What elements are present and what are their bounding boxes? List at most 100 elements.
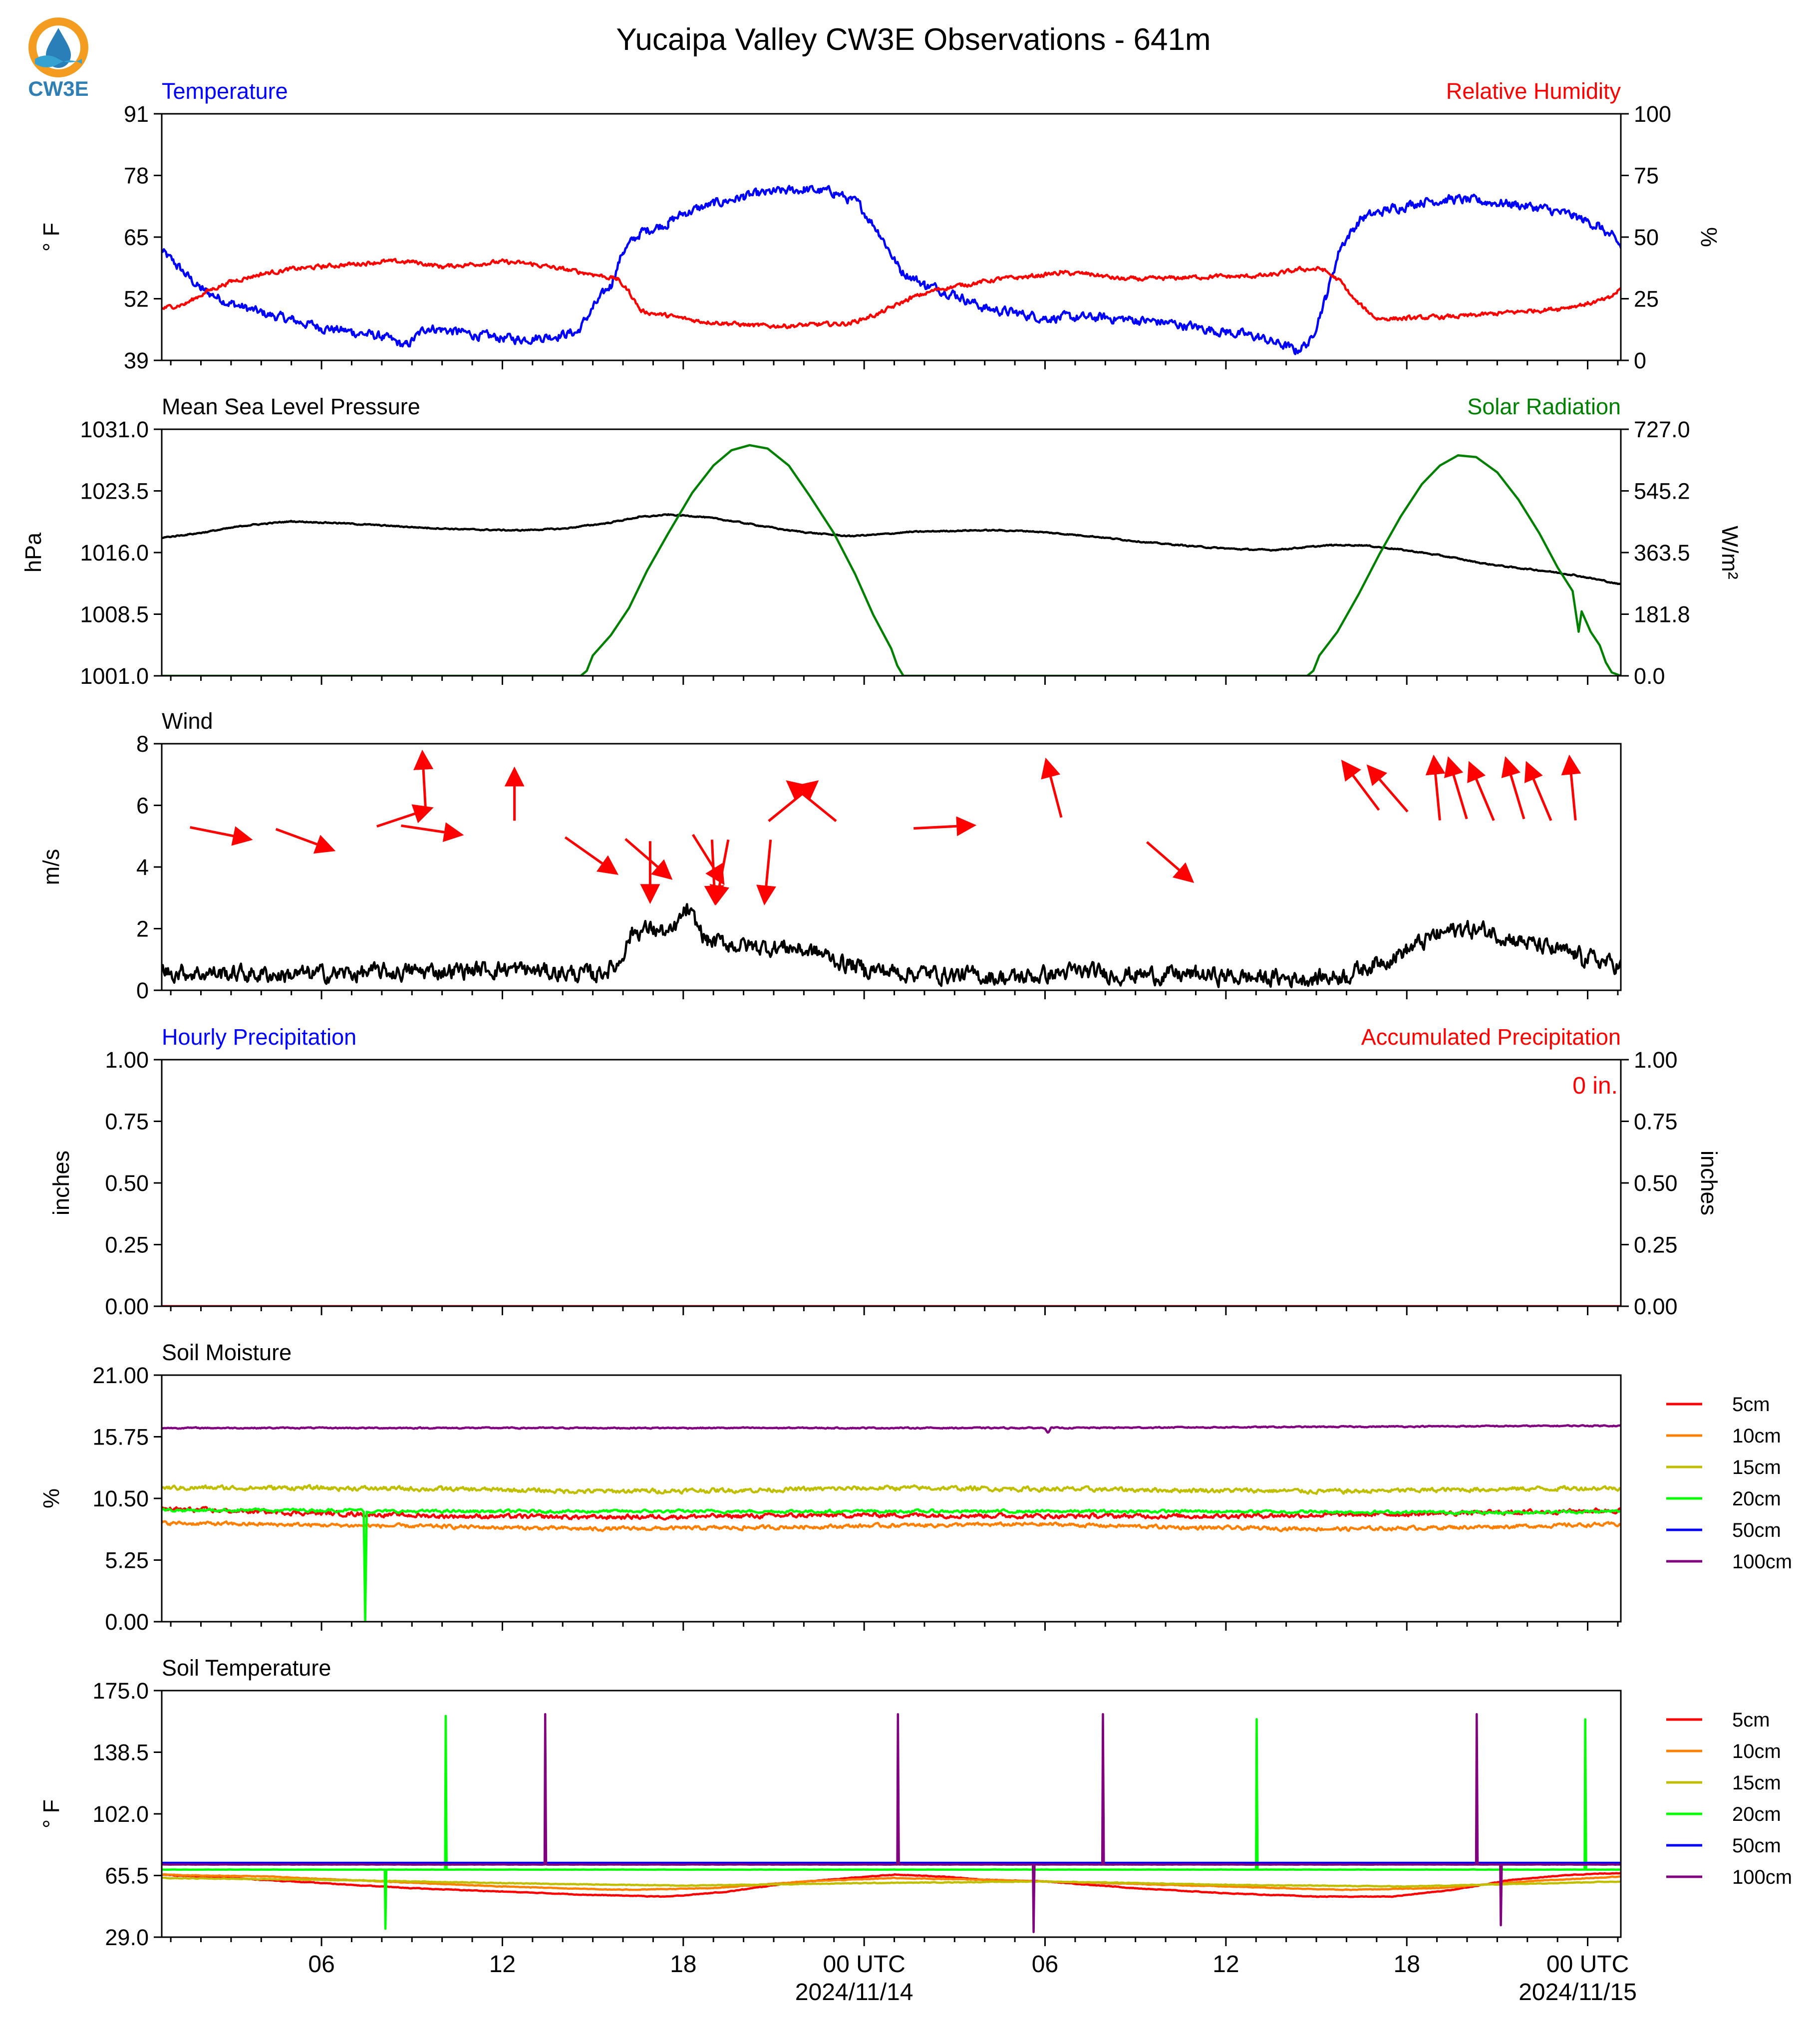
series-line-100cm [162,1424,1621,1434]
panel-title-left: Soil Moisture [162,1340,292,1365]
panel-series-group [162,1713,1621,1933]
series-line-right [162,258,1621,329]
y-axis-label-left: hPa [20,532,46,573]
y-tick-label-right: 545.2 [1634,479,1690,504]
panel-pressure_solar: 1001.0 1008.5 1016.0 1023.5 1031.0 0.0 181.8 36… [20,394,1743,689]
x-tick-label: 00 UTC [1546,1951,1629,1978]
y-tick-label-right: 0 [1634,348,1646,373]
wind-vector [413,749,434,807]
y-tick-label-right: 0.25 [1634,1232,1678,1258]
series-line-right [162,444,1621,676]
series-line-left [162,185,1621,355]
y-axis-label-left: % [38,1488,64,1508]
panel-temperature_rh: 39 52 65 78 91 0 25 50 75 100 Temperature Relative … [38,78,1722,373]
y-tick-label-left: 29.0 [105,1925,149,1950]
y-tick-label-left: 0.50 [105,1170,149,1196]
panel-precipitation: 0.00 0.25 0.50 0.75 1.00 0.00 0.25 0.50 0.75 1.00… [48,1024,1722,1319]
legend-label: 100cm [1732,1866,1792,1888]
x-tick-label: 12 [1213,1951,1239,1978]
x-date-label: 2024/11/14 [795,1979,913,2006]
x-tick-label: 06 [1032,1951,1058,1978]
wind-vector [1467,761,1495,821]
y-tick-label-left: 65.5 [105,1863,149,1889]
x-tick-label: 00 UTC [823,1951,905,1978]
y-tick-label-left: 91 [124,101,149,127]
series-line-15cm [162,1876,1621,1888]
wind-vector [1341,759,1380,811]
x-date-label: 2024/11/15 [1518,1979,1637,2006]
legend-label: 15cm [1732,1772,1781,1794]
legend: 5cm 10cm 15cm 20cm 50cm 100cm [1666,1394,1792,1573]
panel-title-right: Accumulated Precipitation [1361,1024,1621,1050]
y-axis-label-right: inches [1696,1151,1722,1215]
accumulated-precipitation-total: 0 in. [1572,1073,1618,1099]
wind-vector [1041,757,1063,818]
y-tick-label-left: 78 [124,163,149,189]
y-tick-label-right: 50 [1634,225,1659,250]
panels: 39 52 65 78 91 0 25 50 75 100 Temperature Relative … [20,78,1792,1950]
wind-vector [786,780,837,822]
y-tick-label-right: 727.0 [1634,417,1690,442]
y-tick-label-left: 15.75 [92,1425,149,1450]
panel-soil_temperature: 29.0 65.5 102.0 138.5 175.0 Soil Temperature °… [38,1655,1792,1950]
y-tick-label-left: 4 [136,855,149,880]
wind-vector [401,822,464,842]
legend-label: 15cm [1732,1456,1781,1478]
y-tick-label-right: 100 [1634,101,1671,127]
panel-title-left: Temperature [162,78,288,104]
panel-series-group [162,185,1621,355]
series-line-100cm [162,1713,1621,1933]
series-line-20cm [162,1715,1621,1930]
y-tick-label-right: 0.50 [1634,1170,1678,1196]
legend-label: 50cm [1732,1519,1781,1541]
wind-vector [1366,764,1409,813]
panel-series-group [162,1424,1621,1622]
panel-title-left: Soil Temperature [162,1655,331,1681]
y-tick-label-left: 65 [124,225,149,250]
y-tick-label-left: 5.25 [105,1548,149,1573]
wind-vector [1501,756,1525,820]
cw3e-logo: CW3E [28,17,89,100]
legend-label: 5cm [1732,1394,1770,1416]
y-tick-label-left: 0.00 [105,1294,149,1319]
y-tick-label-left: 102.0 [92,1801,149,1827]
y-tick-label-left: 175.0 [92,1678,149,1704]
series-line-left [162,903,1621,988]
x-tick-label: 06 [308,1951,334,1978]
wind-vector [1425,754,1446,821]
legend-label: 10cm [1732,1740,1781,1762]
legend-label: 20cm [1732,1488,1781,1510]
series-line-15cm [162,1484,1621,1495]
panel-wind: 0 2 4 6 8 Wind m/s [38,708,1622,1003]
logo-text: CW3E [28,77,88,100]
y-tick-label-right: 181.8 [1634,602,1690,627]
y-tick-label-left: 138.5 [92,1740,149,1765]
wind-vector [709,839,730,905]
chart-title: Yucaipa Valley CW3E Observations - 641m [616,22,1211,57]
series-line-20cm [162,1507,1621,1622]
panel-title-left: Wind [162,708,213,734]
series-line-left [162,513,1621,585]
panel-title-left: Mean Sea Level Pressure [162,394,420,419]
logo-wave [35,55,82,67]
wind-vector [275,828,336,854]
wind-vector [691,834,725,885]
wind-vector [190,826,253,846]
wind-vector [1524,761,1552,821]
legend-label: 100cm [1732,1551,1792,1573]
panel-series-group [162,903,1621,988]
y-tick-label-right: 25 [1634,287,1659,312]
legend-label: 5cm [1732,1709,1770,1731]
y-tick-label-right: 75 [1634,163,1659,189]
y-tick-label-left: 1031.0 [80,417,149,442]
y-tick-label-left: 10.50 [92,1486,149,1511]
y-tick-label-left: 0.00 [105,1609,149,1635]
y-tick-label-left: 1001.0 [80,663,149,689]
y-tick-label-left: 39 [124,348,149,373]
y-tick-label-left: 0 [136,978,149,1003]
legend-label: 20cm [1732,1803,1781,1825]
series-line-10cm [162,1520,1621,1532]
